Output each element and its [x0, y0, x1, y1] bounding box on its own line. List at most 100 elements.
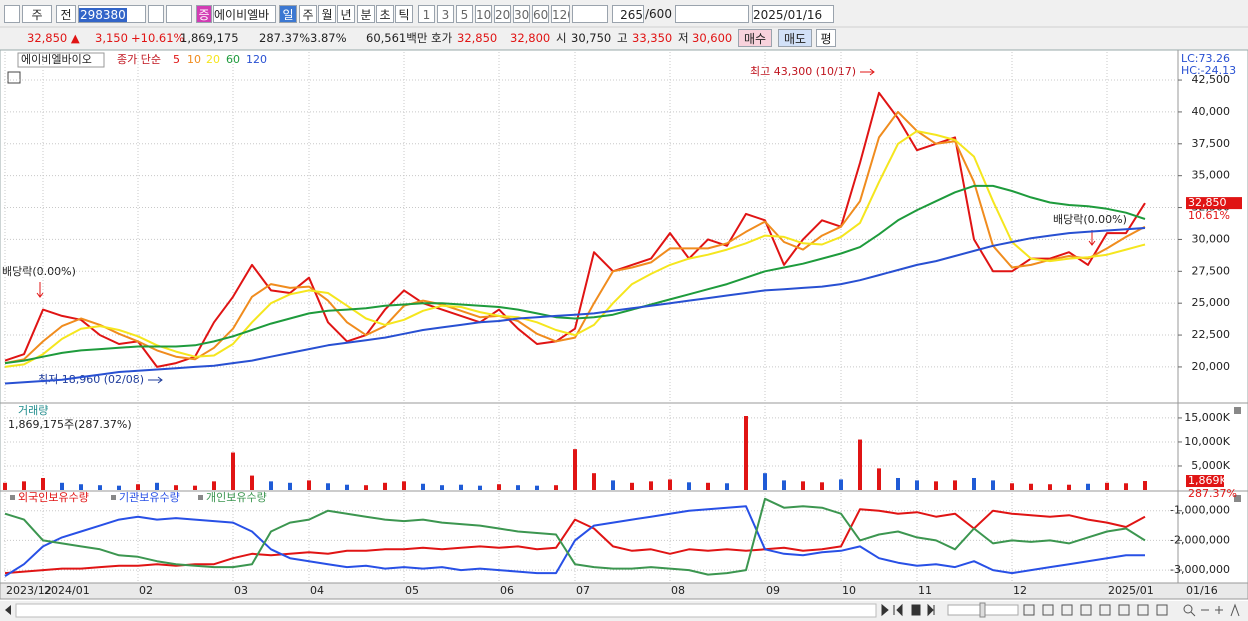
- prev-button[interactable]: 전: [56, 5, 76, 23]
- interval-button[interactable]: 10: [475, 5, 492, 23]
- volume-bar: [459, 484, 463, 490]
- volume-bar: [98, 485, 102, 490]
- stock-name-field[interactable]: 에이비엘바: [213, 5, 276, 23]
- high-label: 고: [617, 31, 628, 45]
- buy-button[interactable]: 매수: [738, 29, 772, 47]
- volume-bar: [1048, 484, 1052, 490]
- period-button[interactable]: 분: [357, 5, 375, 23]
- change-pct: +10.61%: [131, 31, 185, 45]
- volume-pct: 287.37%: [259, 31, 311, 45]
- custom-interval[interactable]: [572, 5, 608, 23]
- turnover-pct: 3.87%: [310, 31, 347, 45]
- scroll-track[interactable]: [15, 603, 877, 618]
- volume-bar: [649, 481, 653, 490]
- volume-bar: [915, 480, 919, 490]
- x-tick-label: 2024/01: [44, 584, 90, 597]
- volume-bar: [41, 477, 45, 490]
- interval-button[interactable]: 120: [551, 5, 570, 23]
- volume-bar: [896, 477, 900, 490]
- interval-button[interactable]: 5: [456, 5, 473, 23]
- period-button[interactable]: 틱: [395, 5, 413, 23]
- zoom-thumb[interactable]: [979, 602, 986, 618]
- search-button[interactable]: [148, 5, 164, 23]
- legend-swatch: [10, 495, 15, 500]
- interval-button[interactable]: 30: [513, 5, 530, 23]
- code-input[interactable]: 298380: [78, 5, 146, 23]
- volume-bar: [383, 482, 387, 490]
- series-line: [4, 508, 1146, 575]
- volume-bar: [136, 484, 140, 490]
- volume-bar: [820, 482, 824, 490]
- y-tick-label: 40,000: [1192, 105, 1231, 118]
- y-tick-label: -3,000,000: [1170, 563, 1230, 576]
- volume-bar: [706, 482, 710, 490]
- x-tick-label: 10: [842, 584, 856, 597]
- period-button[interactable]: 일: [279, 5, 297, 23]
- period-button[interactable]: 주: [299, 5, 317, 23]
- volume-bar: [535, 485, 539, 490]
- series-line: [4, 130, 1146, 368]
- price: 32,850 ▲: [27, 31, 80, 45]
- menu-icon[interactable]: [4, 5, 20, 23]
- volume-bar: [668, 479, 672, 490]
- volume-bar: [554, 485, 558, 490]
- legend-entry: 5: [173, 53, 180, 66]
- period-button[interactable]: 초: [376, 5, 394, 23]
- avg-button[interactable]: 평: [816, 29, 836, 47]
- x-tick-label: 05: [405, 584, 419, 597]
- date-input[interactable]: 2025/01/16: [752, 5, 834, 23]
- last-change-label: 10.61%: [1188, 209, 1230, 222]
- amount: 60,561백만: [366, 31, 428, 45]
- volume-bar: [402, 481, 406, 490]
- volume-title: 거래량: [18, 404, 48, 417]
- ma-label: 종가 단순: [117, 53, 161, 66]
- x-tick-label: 2023/12: [6, 584, 52, 597]
- x-tick-label: 04: [310, 584, 324, 597]
- y-tick-label: 25,000: [1192, 296, 1231, 309]
- series-line: [4, 497, 1146, 576]
- volume-bar: [1010, 483, 1014, 490]
- legend-entry: 20: [206, 53, 220, 66]
- volume-bar: [269, 481, 273, 490]
- sell-button[interactable]: 매도: [778, 29, 812, 47]
- code: 298380: [79, 8, 127, 22]
- x-tick-label: 06: [500, 584, 514, 597]
- volume-bar: [1086, 483, 1090, 490]
- volume-bar: [79, 484, 83, 490]
- calendar-icon[interactable]: [7, 71, 21, 84]
- market-select[interactable]: 주: [22, 5, 52, 23]
- count-input[interactable]: 265: [612, 5, 644, 23]
- interval-button[interactable]: 3: [437, 5, 454, 23]
- y-tick-label: 5,000K: [1191, 459, 1230, 472]
- volume-bar: [782, 480, 786, 490]
- interval-button[interactable]: 1: [418, 5, 435, 23]
- sound-button[interactable]: [166, 5, 192, 23]
- hc-label: HC:-24.13: [1181, 64, 1236, 77]
- volume-subtitle: 1,869,175주(287.37%): [8, 418, 132, 431]
- interval-button[interactable]: 60: [532, 5, 549, 23]
- volume-bar: [858, 439, 862, 490]
- scroll-buttons[interactable]: [881, 603, 935, 617]
- legend-entry: 60: [226, 53, 240, 66]
- volume-bar: [307, 480, 311, 490]
- open-label: 시: [556, 31, 567, 45]
- volume-bar: [326, 483, 330, 490]
- interval-button[interactable]: 20: [494, 5, 511, 23]
- tool-buttons[interactable]: [675, 5, 749, 23]
- stock-name: 에이비엘바이오: [21, 53, 92, 66]
- volume-bar: [934, 481, 938, 490]
- y-tick-label: 22,500: [1192, 328, 1231, 341]
- scroll-left[interactable]: [5, 605, 11, 615]
- series-line: [4, 227, 1146, 385]
- low-arrow: [148, 376, 163, 384]
- panel-button[interactable]: [1234, 495, 1241, 502]
- period-button[interactable]: 월: [318, 5, 336, 23]
- x-tick-label: 09: [766, 584, 780, 597]
- series-line: [4, 505, 1145, 577]
- volume-bar: [3, 482, 7, 490]
- tool-icons[interactable]: [1023, 603, 1240, 617]
- panel-button[interactable]: [1234, 407, 1241, 414]
- period-button[interactable]: 년: [337, 5, 355, 23]
- legend-entry: 외국인보유수량: [18, 491, 89, 504]
